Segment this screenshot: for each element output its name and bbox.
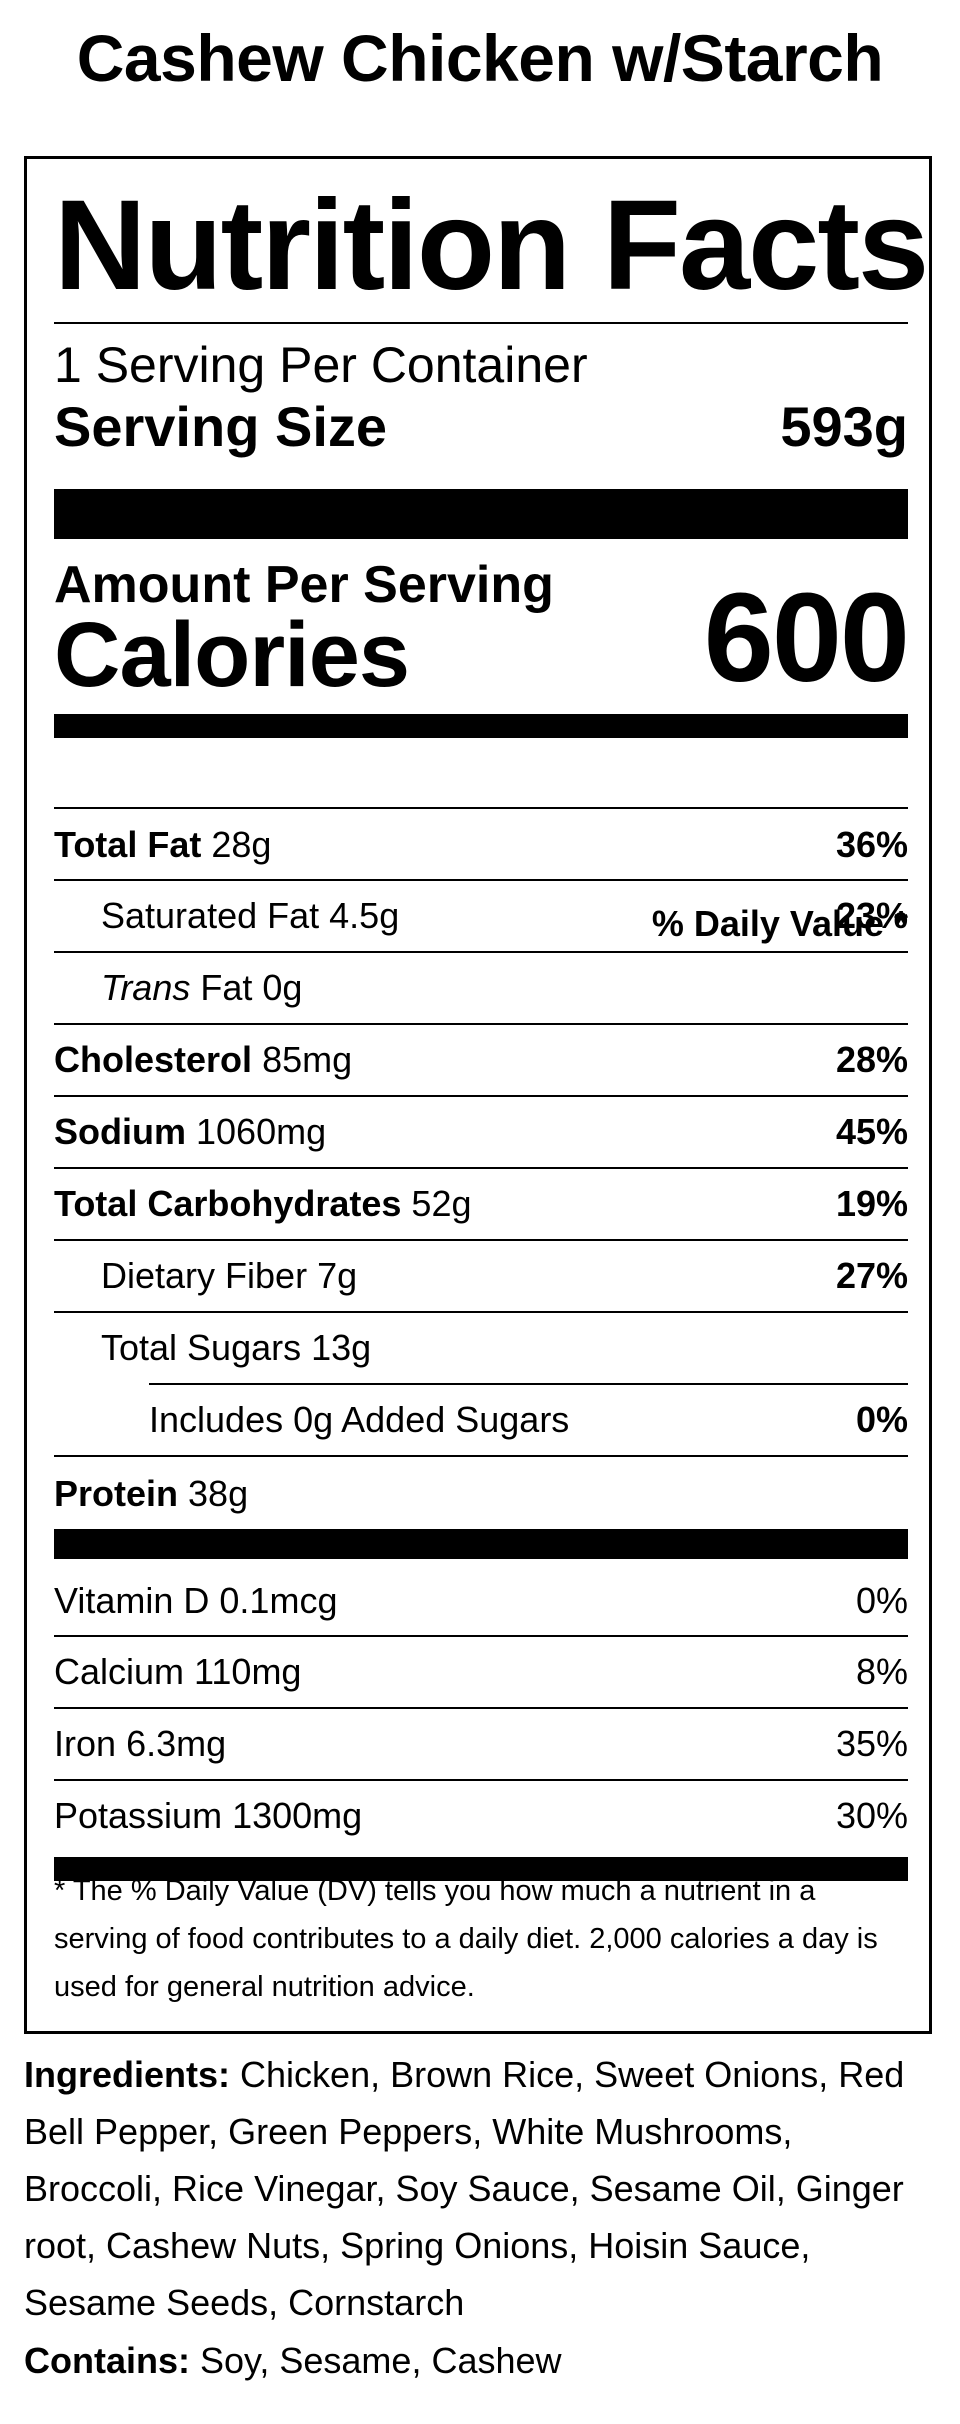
serving-size-value: 593g (780, 395, 908, 458)
nutrient-amount: 4.5g (329, 895, 400, 936)
nutrient-amount: 1060mg (196, 1111, 327, 1152)
nutrient-dv: 27% (835, 1255, 908, 1296)
nutrient-dv: 19% (835, 1183, 908, 1224)
nutrient-dv: 28% (835, 1039, 908, 1080)
vitamin-name: Iron (54, 1723, 117, 1764)
vitamin-row-iron: Iron 6.3mg 35% (54, 1721, 908, 1767)
daily-value-header: % Daily Value * (651, 903, 908, 944)
nutrient-row-protein: Protein 38g (54, 1471, 908, 1517)
nutrient-amount: 38g (188, 1473, 249, 1514)
medium-divider (54, 714, 908, 738)
vitamin-name: Vitamin D (54, 1580, 210, 1621)
nutrient-dv: 45% (835, 1111, 908, 1152)
vitamin-dv: 0% (855, 1580, 908, 1621)
divider (54, 1707, 908, 1709)
nutrient-dv: 36% (835, 824, 908, 865)
divider (54, 1455, 908, 1457)
contains-label: Contains: (24, 2340, 190, 2381)
nutrition-facts-heading: Nutrition Facts (54, 174, 929, 317)
nutrient-amount: 52g (411, 1183, 472, 1224)
vitamin-dv: 30% (835, 1795, 908, 1836)
nutrient-row-total-carbohydrates: Total Carbohydrates 52g 19% (54, 1181, 908, 1227)
divider (54, 807, 908, 809)
nutrient-row-cholesterol: Cholesterol 85mg 28% (54, 1037, 908, 1083)
nutrient-name: Includes 0g Added Sugars (149, 1399, 570, 1440)
nutrient-row-trans-fat: Trans Fat 0g (54, 965, 908, 1011)
nutrient-name: Dietary Fiber (101, 1255, 308, 1296)
nutrient-row-sodium: Sodium 1060mg 45% (54, 1109, 908, 1155)
nutrient-name: Cholesterol (54, 1039, 253, 1080)
vitamin-dv: 8% (855, 1651, 908, 1692)
nutrient-amount: 13g (311, 1327, 372, 1368)
nutrient-name: Total Fat (54, 824, 202, 865)
nutrient-row-saturated-fat: Saturated Fat 4.5g 23% (54, 893, 908, 939)
nutrient-dv: 0% (855, 1399, 908, 1440)
divider (54, 951, 908, 953)
nutrient-amount: 28g (211, 824, 272, 865)
nutrient-row-total-sugars: Total Sugars 13g (54, 1325, 908, 1371)
divider-indented (149, 1383, 908, 1385)
serving-size-label: Serving Size (54, 395, 388, 458)
divider (54, 1167, 908, 1169)
vitamin-amount: 0.1mcg (219, 1580, 338, 1621)
allergens: Contains: Soy, Sesame, Cashew (24, 2332, 936, 2389)
divider (54, 1635, 908, 1637)
calories-label: Calories (54, 604, 410, 706)
calories-value: 600 (703, 567, 910, 708)
nutrient-row-total-fat: Total Fat 28g 36% (54, 822, 908, 868)
product-title: Cashew Chicken w/Starch (76, 21, 884, 95)
nutrient-name: Total Carbohydrates (54, 1183, 402, 1224)
ingredients: Ingredients: Chicken, Brown Rice, Sweet … (24, 2046, 936, 2331)
nutrient-name: Protein (54, 1473, 179, 1514)
serving-size-row: Serving Size 593g (54, 395, 908, 459)
nutrient-name: Total Sugars (101, 1327, 302, 1368)
vitamin-amount: 1300mg (232, 1795, 363, 1836)
ingredients-label: Ingredients: (24, 2054, 231, 2095)
vitamin-row-potassium: Potassium 1300mg 30% (54, 1793, 908, 1839)
vitamin-row-vitamin-d: Vitamin D 0.1mcg 0% (54, 1578, 908, 1624)
nutrient-amount: 7g (317, 1255, 358, 1296)
nutrient-amount: 85mg (262, 1039, 353, 1080)
vitamin-dv: 35% (835, 1723, 908, 1764)
thick-divider (54, 1529, 908, 1559)
nutrient-name: Saturated Fat (101, 895, 320, 936)
divider (54, 1239, 908, 1241)
nutrient-amount: 0g (262, 967, 303, 1008)
divider (54, 1095, 908, 1097)
divider (54, 879, 908, 881)
nutrient-dv: 23% (835, 895, 908, 936)
contains-text: Soy, Sesame, Cashew (200, 2340, 562, 2381)
nutrient-name: Fat (200, 967, 253, 1008)
thick-divider (54, 489, 908, 539)
vitamin-row-calcium: Calcium 110mg 8% (54, 1649, 908, 1695)
vitamin-name: Calcium (54, 1651, 185, 1692)
nutrient-name-italic: Trans (101, 967, 191, 1008)
nutrient-name: Sodium (54, 1111, 186, 1152)
nutrition-label: Nutrition Facts 1 Serving Per Container … (24, 156, 932, 2034)
divider (54, 1023, 908, 1025)
daily-value-footnote: * The % Daily Value (DV) tells you how m… (54, 1875, 878, 2003)
divider (54, 1779, 908, 1781)
ingredients-text: Chicken, Brown Rice, Sweet Onions, Red B… (24, 2054, 905, 2323)
servings-per-container: 1 Serving Per Container (54, 337, 588, 393)
nutrient-row-dietary-fiber: Dietary Fiber 7g 27% (54, 1253, 908, 1299)
divider (54, 322, 908, 324)
nutrient-row-added-sugars: Includes 0g Added Sugars 0% (54, 1397, 908, 1443)
medium-divider (54, 1857, 908, 1881)
vitamin-amount: 110mg (194, 1651, 302, 1692)
vitamin-name: Potassium (54, 1795, 223, 1836)
vitamin-amount: 6.3mg (126, 1723, 227, 1764)
amount-per-serving: Amount Per Serving (54, 556, 554, 614)
divider (54, 1311, 908, 1313)
